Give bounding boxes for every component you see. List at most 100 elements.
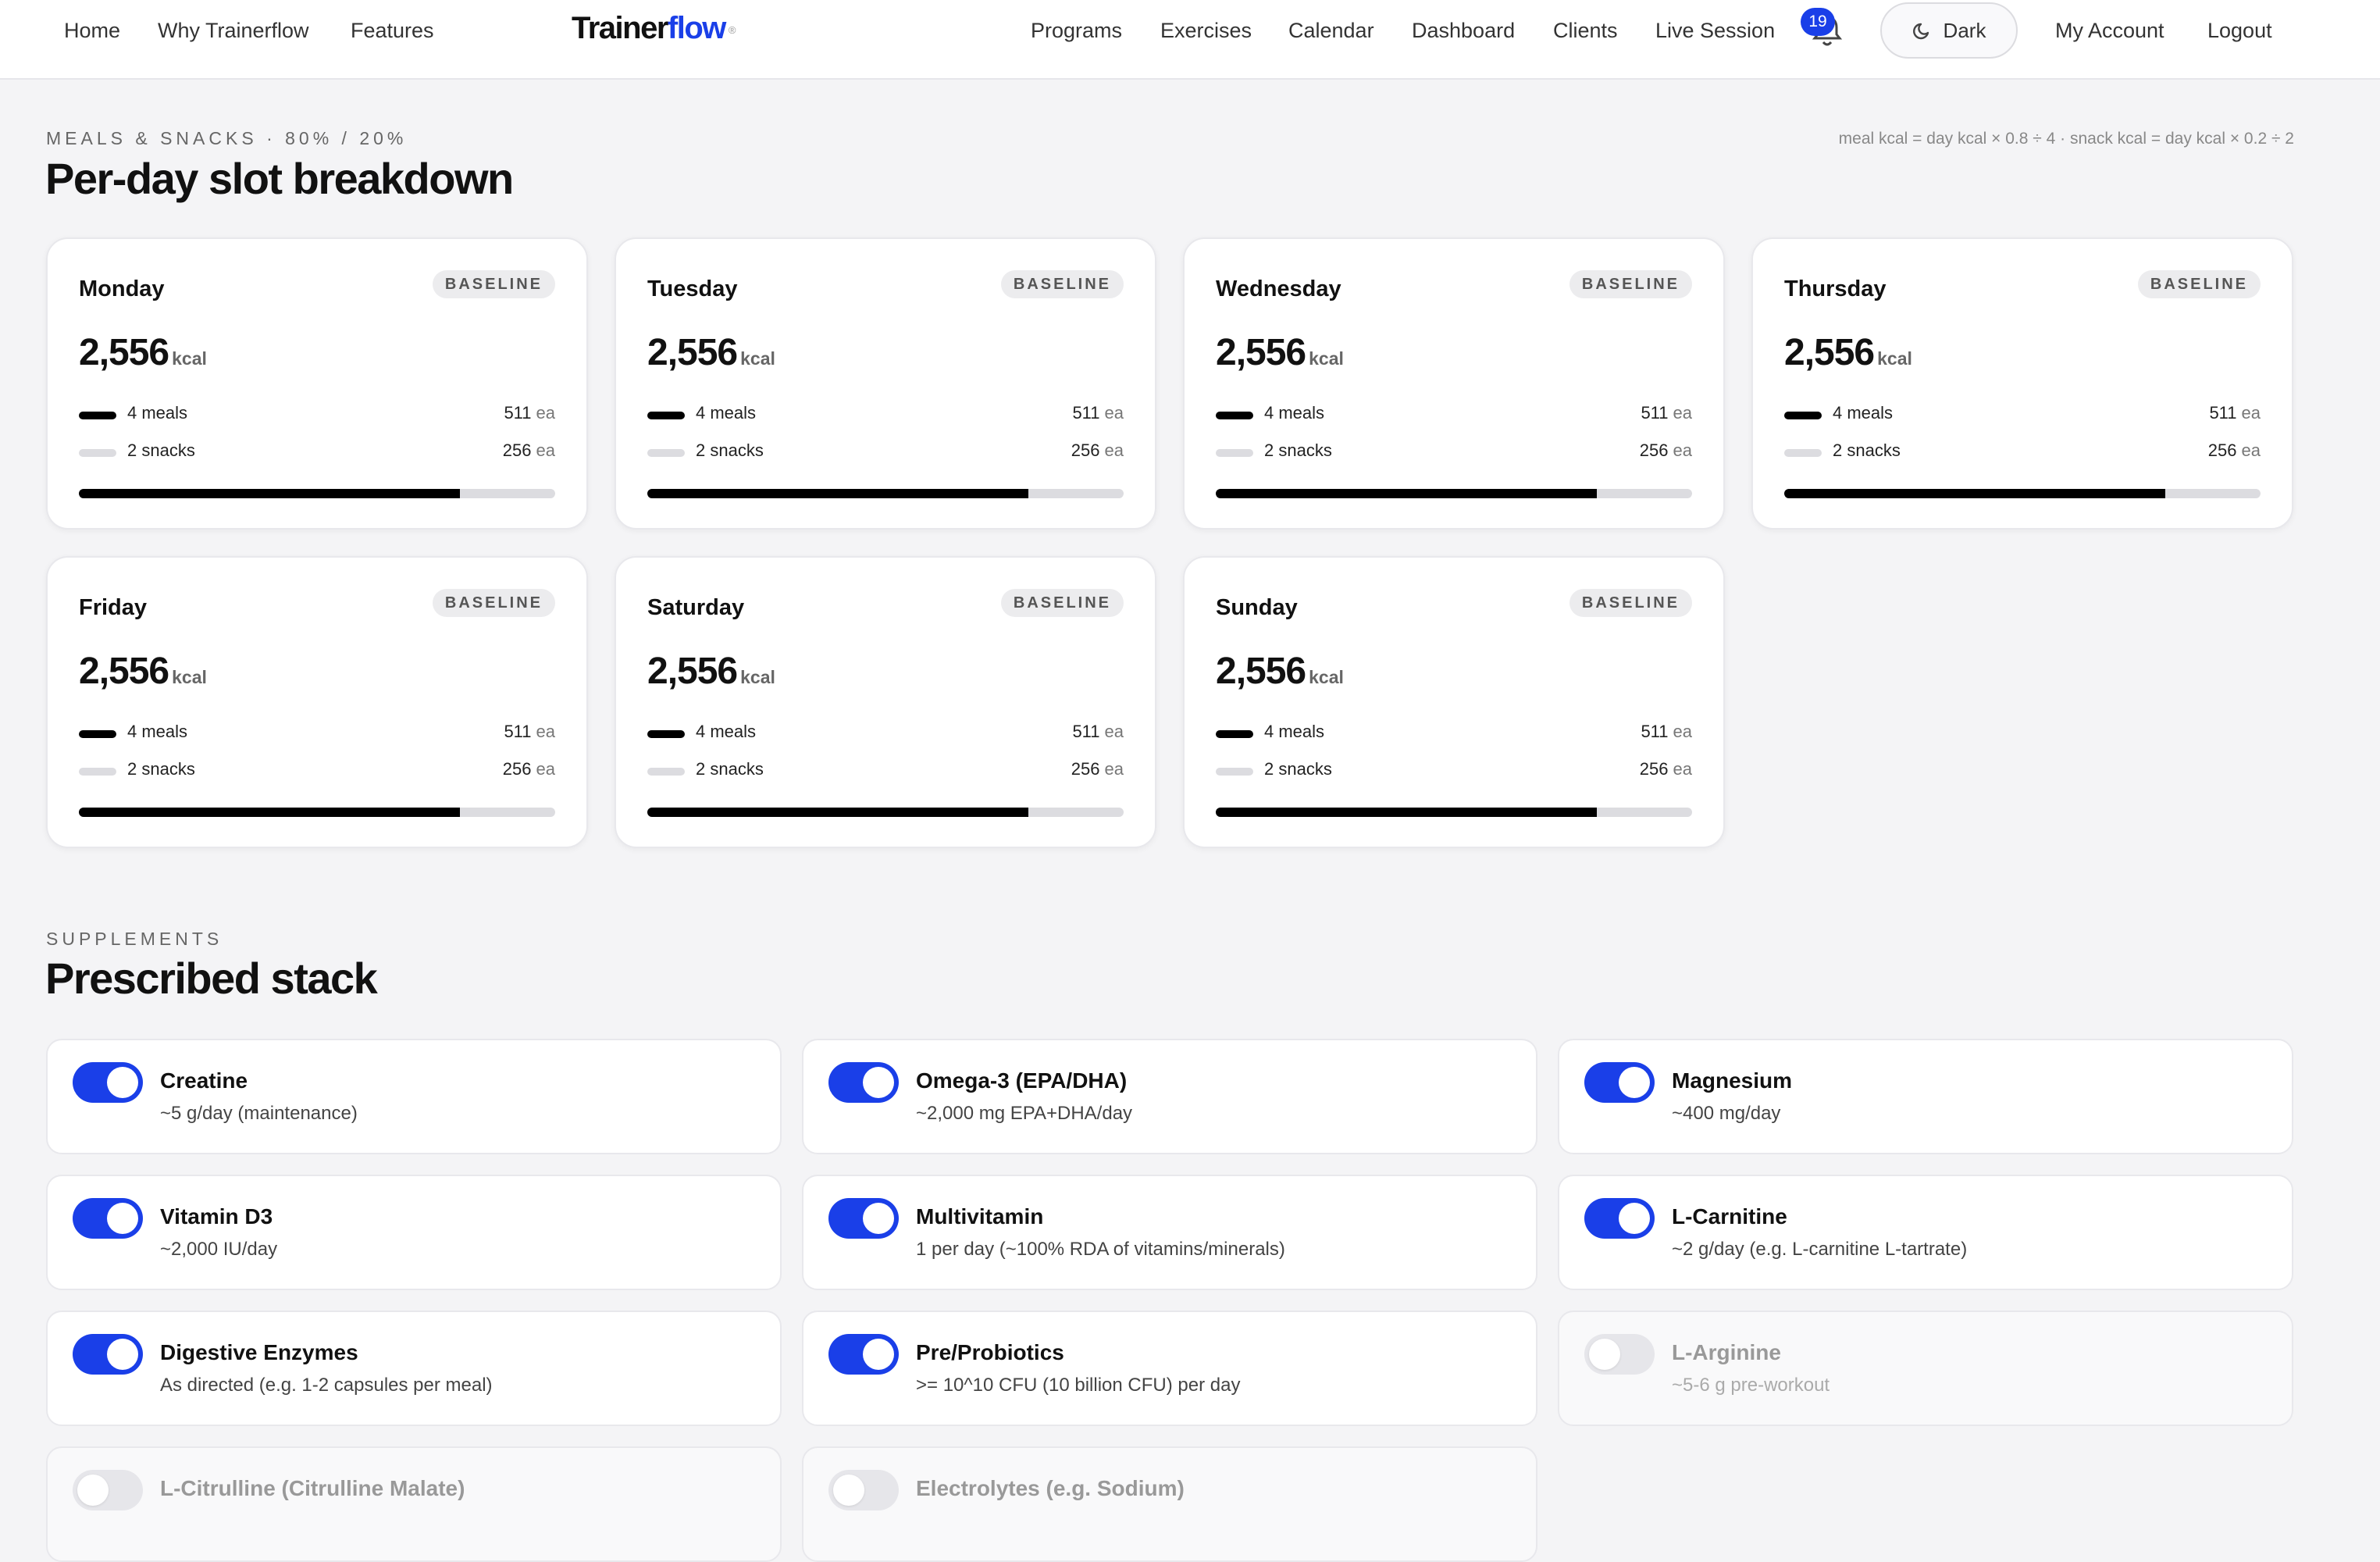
- supplement-card-multivitamin: Multivitamin 1 per day (~100% RDA of vita…: [802, 1175, 1537, 1290]
- snacks-kcal: 256: [1071, 759, 1100, 779]
- meals-per-unit: ea: [536, 403, 555, 423]
- supplement-toggle[interactable]: [73, 1062, 143, 1103]
- meals-per-unit: ea: [1104, 403, 1124, 423]
- snacks-value: 256 ea: [1640, 440, 1692, 461]
- snacks-label: 2 snacks: [696, 759, 764, 779]
- snack-swatch: [647, 449, 685, 457]
- day-name: Saturday: [647, 595, 745, 620]
- supplement-dose: ~2,000 IU/day: [160, 1239, 278, 1260]
- meal-share-fill: [79, 489, 460, 498]
- meals-kcal: 511: [504, 403, 532, 423]
- supplements-title: Prescribed stack: [45, 954, 378, 1003]
- supplement-card-creatine: Creatine ~5 g/day (maintenance): [46, 1039, 782, 1154]
- meals-value: 511 ea: [1641, 403, 1692, 423]
- snacks-row: 2 snacks 256 ea: [647, 440, 1124, 464]
- meals-per-unit: ea: [536, 722, 555, 741]
- snacks-per-unit: ea: [1673, 759, 1692, 779]
- nav-live-session-link[interactable]: Live Session: [1655, 19, 1776, 42]
- supplement-toggle[interactable]: [1584, 1062, 1655, 1103]
- meal-swatch: [79, 730, 116, 738]
- supplement-name: Pre/Probiotics: [916, 1340, 1064, 1364]
- meal-swatch: [1784, 412, 1822, 419]
- meals-row: 4 meals 511 ea: [1784, 403, 2261, 426]
- nav-why-trainerflow-link[interactable]: Why Trainerflow: [158, 19, 309, 42]
- supplement-name: Digestive Enzymes: [160, 1340, 358, 1364]
- moon-icon: [1912, 23, 1929, 40]
- supplement-toggle[interactable]: [73, 1334, 143, 1375]
- supplement-toggle[interactable]: [828, 1062, 899, 1103]
- snacks-row: 2 snacks 256 ea: [1216, 759, 1692, 783]
- day-card: Tuesday BASELINE 2,556 kcal 4 meals 511 ea 2 sn…: [615, 237, 1156, 530]
- meals-label: 4 meals: [1264, 722, 1325, 741]
- kcal-unit: kcal: [740, 667, 775, 687]
- meal-share-fill: [647, 808, 1028, 817]
- meals-per-unit: ea: [1673, 403, 1692, 423]
- theme-toggle-button[interactable]: Dark: [1880, 2, 2018, 59]
- nav-calendar-link[interactable]: Calendar: [1288, 19, 1374, 42]
- snacks-value: 256 ea: [1071, 440, 1124, 461]
- day-name: Tuesday: [647, 276, 738, 301]
- snacks-kcal: 256: [1639, 440, 1669, 460]
- snacks-label: 2 snacks: [127, 440, 195, 460]
- supplement-toggle[interactable]: [1584, 1334, 1655, 1375]
- brand-logo[interactable]: Trainerflow ®: [572, 11, 736, 46]
- nav-home-link[interactable]: Home: [64, 19, 121, 42]
- nav-programs-link[interactable]: Programs: [1031, 19, 1123, 42]
- nav-dashboard-link[interactable]: Dashboard: [1412, 19, 1516, 42]
- supplement-toggle[interactable]: [828, 1470, 899, 1510]
- day-name: Thursday: [1784, 276, 1887, 301]
- supplement-dose: ~2 g/day (e.g. L-carnitine L-tartrate): [1672, 1239, 1968, 1260]
- nav-my-account-link[interactable]: My Account: [2055, 19, 2164, 42]
- supplement-toggle[interactable]: [73, 1470, 143, 1510]
- snacks-per-unit: ea: [2241, 440, 2261, 460]
- meal-snack-split-bar: [1216, 808, 1692, 817]
- nav-exercises-link[interactable]: Exercises: [1160, 19, 1252, 42]
- nav-features-link[interactable]: Features: [351, 19, 434, 42]
- day-name: Friday: [79, 595, 148, 620]
- supplement-toggle[interactable]: [828, 1198, 899, 1239]
- top-nav: Home Why Trainerflow Features Trainerflo…: [0, 0, 2380, 80]
- slot-formula-note: meal kcal = day kcal × 0.8 ÷ 4 · snack k…: [1838, 130, 2294, 148]
- baseline-badge: BASELINE: [1569, 270, 1692, 298]
- meals-kcal: 511: [1641, 403, 1669, 423]
- meal-swatch: [79, 412, 116, 419]
- supplement-card-digestive-enzymes: Digestive Enzymes As directed (e.g. 1-2 c…: [46, 1311, 782, 1426]
- baseline-badge: BASELINE: [432, 589, 555, 617]
- snacks-row: 2 snacks 256 ea: [647, 759, 1124, 783]
- snacks-label: 2 snacks: [127, 759, 195, 779]
- toggle-knob: [1589, 1339, 1620, 1370]
- supplement-toggle[interactable]: [1584, 1198, 1655, 1239]
- baseline-badge: BASELINE: [432, 270, 555, 298]
- supplement-card-omega-3-epa-dha: Omega-3 (EPA/DHA) ~2,000 mg EPA+DHA/day: [802, 1039, 1537, 1154]
- slots-title: Per-day slot breakdown: [45, 154, 514, 203]
- toggle-knob: [1619, 1067, 1650, 1098]
- meals-row: 4 meals 511 ea: [647, 403, 1124, 426]
- supplement-toggle[interactable]: [73, 1198, 143, 1239]
- meal-swatch: [647, 730, 685, 738]
- meal-snack-split-bar: [79, 808, 555, 817]
- day-card: Wednesday BASELINE 2,556 kcal 4 meals 511 ea 2 …: [1183, 237, 1725, 530]
- meals-value: 511 ea: [504, 403, 555, 423]
- day-card: Friday BASELINE 2,556 kcal 4 meals 511 ea 2 sna…: [46, 556, 588, 848]
- meals-row: 4 meals 511 ea: [1216, 722, 1692, 745]
- kcal-value: 2,556: [1216, 651, 1306, 692]
- snacks-value: 256 ea: [2208, 440, 2261, 461]
- toggle-knob: [77, 1475, 109, 1506]
- supplement-card-l-carnitine: L-Carnitine ~2 g/day (e.g. L-carnitine L-…: [1558, 1175, 2293, 1290]
- supplement-toggle[interactable]: [828, 1334, 899, 1375]
- snacks-value: 256 ea: [503, 759, 555, 779]
- notification-count-badge: 19: [1801, 8, 1835, 36]
- meals-value: 511 ea: [504, 722, 555, 742]
- baseline-badge: BASELINE: [2137, 270, 2261, 298]
- toggle-knob: [1619, 1203, 1650, 1234]
- snacks-kcal: 256: [1071, 440, 1100, 460]
- meal-share-fill: [647, 489, 1028, 498]
- nav-logout-link[interactable]: Logout: [2207, 19, 2272, 42]
- supplements-eyebrow: SUPPLEMENTS: [46, 929, 223, 949]
- meals-per-unit: ea: [1673, 722, 1692, 741]
- meal-share-fill: [1784, 489, 2165, 498]
- nav-clients-link[interactable]: Clients: [1553, 19, 1618, 42]
- snack-swatch: [79, 449, 116, 457]
- meals-label: 4 meals: [696, 722, 757, 741]
- snacks-kcal: 256: [502, 759, 532, 779]
